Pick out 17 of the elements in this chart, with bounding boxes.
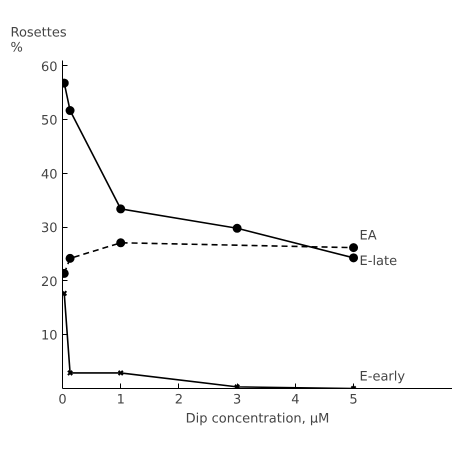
x-tick-label: 0 <box>58 392 67 408</box>
y-tick-label: 50 <box>40 114 58 129</box>
series-label: E-early <box>360 370 406 384</box>
y-tick-label: 20 <box>40 274 58 290</box>
y-tick-label: 10 <box>40 328 58 344</box>
series-label: EA <box>360 228 377 244</box>
y-tick-label: 40 <box>40 167 58 182</box>
x-tick-label: 4 <box>291 392 300 408</box>
x-tick-label: 5 <box>349 392 358 408</box>
series-label: E-late <box>360 254 398 269</box>
x-tick-label: 3 <box>232 392 242 408</box>
x-tick-label: 1 <box>116 392 125 408</box>
x-tick-label: 2 <box>174 392 184 408</box>
y-tick-label: 60 <box>40 60 58 75</box>
y-tick-label: 30 <box>40 221 58 236</box>
y-axis-title: Rosettes % <box>10 26 67 56</box>
x-axis-title: Dip concentration, µM <box>186 412 330 426</box>
